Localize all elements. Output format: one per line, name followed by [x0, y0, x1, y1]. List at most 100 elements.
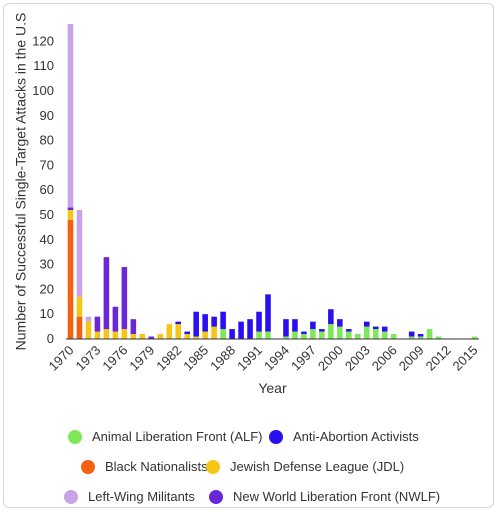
bar-segment: [381, 326, 388, 332]
bar-segment: [417, 336, 424, 339]
legend-swatch: [206, 459, 220, 474]
bar-segment: [85, 321, 92, 339]
legend-swatch: [209, 489, 223, 504]
bar-segment: [184, 334, 190, 339]
bar-segment: [346, 331, 352, 339]
bar-segment: [85, 316, 92, 322]
bar-segment: [67, 207, 74, 211]
y-tick-label: 60: [40, 182, 54, 197]
bar-segment: [337, 319, 343, 327]
bar-segment: [256, 311, 262, 332]
bar-segment: [417, 334, 424, 337]
bar-segment: [94, 331, 101, 339]
bar-segment: [202, 314, 208, 332]
bar-segment: [139, 334, 146, 339]
x-axis-ticks: 1970197319761979198219851988199119941997…: [46, 343, 481, 374]
bar-segment: [220, 311, 226, 330]
x-tick-label: 2006: [369, 343, 400, 374]
legend-item: New World Liberation Front (NWLF): [209, 489, 440, 504]
y-tick-label: 80: [40, 133, 54, 148]
legend-label: Animal Liberation Front (ALF): [92, 429, 263, 444]
bar-segment: [103, 329, 110, 339]
bar-segment: [301, 334, 307, 339]
bar-segment: [390, 334, 397, 339]
x-tick-label: 1976: [99, 343, 130, 374]
bar-segment: [355, 334, 361, 339]
x-tick-label: 1997: [288, 343, 319, 374]
bar-segment: [292, 319, 298, 332]
bar-segment: [363, 326, 370, 339]
bar-segment: [121, 267, 128, 330]
legend-item: Jewish Defense League (JDL): [206, 459, 404, 474]
bar-segment: [265, 331, 271, 339]
bar-segment: [76, 210, 83, 297]
legend-label: New World Liberation Front (NWLF): [233, 489, 441, 504]
legend-label: Anti-Abortion Activists: [293, 429, 419, 444]
x-tick-label: 1970: [46, 343, 77, 374]
bar-segment: [76, 296, 83, 317]
bar-segment: [256, 331, 262, 339]
x-tick-label: 2015: [450, 343, 481, 374]
bar-segment: [193, 336, 199, 339]
chart-card: 0 10 20 30 40 50 60 70 80 90 100 110 120 1970 1973 197…: [3, 3, 494, 508]
bar-segment: [301, 331, 307, 335]
bar-segment: [471, 336, 478, 339]
bar-segment: [193, 311, 199, 337]
legend-swatch: [269, 429, 283, 444]
bar-segment: [283, 319, 289, 337]
bar-segment: [67, 24, 74, 208]
bar-segment: [238, 321, 244, 339]
x-tick-label: 1991: [234, 343, 265, 374]
y-axis-ticks: 0 10 20 30 40 50 60 70 80 90 100 110 120: [32, 33, 54, 346]
bar-segment: [265, 294, 271, 332]
bar-segment: [346, 329, 352, 332]
bar-segment: [310, 321, 316, 330]
bar-segment: [220, 329, 226, 339]
y-tick-label: 10: [40, 306, 54, 321]
x-tick-label: 1979: [126, 343, 157, 374]
legend-label: Left-Wing Militants: [88, 489, 195, 504]
bar-segment: [328, 324, 334, 339]
bar-segment: [372, 329, 379, 339]
bar-segment: [130, 319, 137, 335]
bar-segment: [372, 326, 379, 330]
x-axis-title: Year: [258, 380, 287, 396]
bar-segment: [319, 331, 325, 339]
bar-segment: [76, 316, 83, 339]
y-axis-title: Number of Successful Single-Target Attac…: [13, 13, 29, 351]
legend-item: Black Nationalists: [81, 459, 208, 474]
bar-segment: [175, 321, 182, 325]
bar-segment: [292, 331, 298, 339]
bar-segment: [328, 309, 334, 325]
bar-segment: [337, 326, 343, 339]
legend-item: Animal Liberation Front (ALF): [68, 429, 263, 444]
y-tick-label: 110: [33, 58, 54, 73]
legend-label: Jewish Defense League (JDL): [230, 459, 405, 474]
bar-segment: [381, 331, 388, 339]
bar-segment: [166, 324, 173, 339]
bar-segment: [175, 324, 182, 339]
x-tick-label: 1988: [207, 343, 238, 374]
y-tick-label: 20: [40, 281, 54, 296]
bar-segment: [310, 329, 316, 339]
legend-item: Anti-Abortion Activists: [269, 429, 419, 444]
y-tick-label: 50: [40, 207, 54, 222]
x-tick-label: 2000: [315, 343, 346, 374]
bar-segment: [435, 336, 442, 339]
x-tick-label: 2003: [342, 343, 373, 374]
bar-segment: [211, 326, 217, 339]
y-tick-label: 0: [47, 331, 54, 346]
bar-series: [67, 24, 478, 339]
legend-item: Left-Wing Militants: [64, 489, 195, 504]
bar-segment: [283, 336, 289, 339]
bar-segment: [94, 316, 101, 332]
bar-segment: [103, 257, 110, 330]
legend-swatch: [64, 489, 78, 504]
bar-segment: [112, 331, 119, 339]
bar-segment: [408, 331, 415, 337]
bar-segment: [121, 329, 128, 339]
legend-label: Black Nationalists: [105, 459, 208, 474]
y-tick-label: 90: [40, 108, 54, 123]
bar-segment: [319, 329, 325, 332]
